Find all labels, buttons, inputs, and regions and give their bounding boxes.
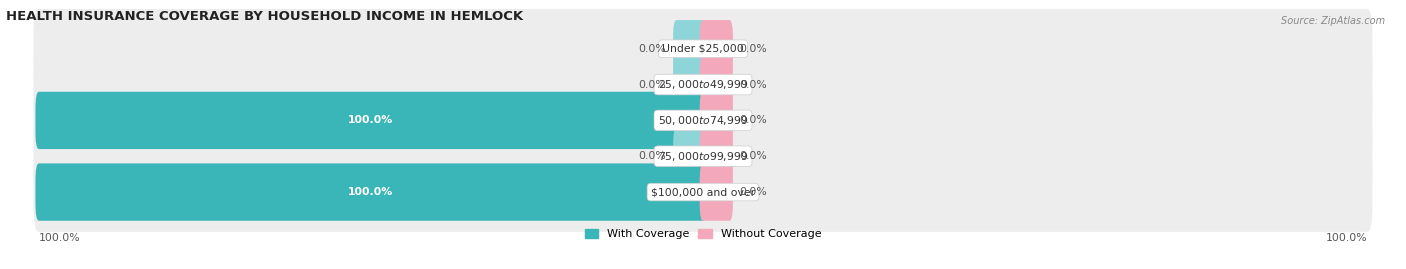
- Text: $75,000 to $99,999: $75,000 to $99,999: [658, 150, 748, 163]
- FancyBboxPatch shape: [673, 20, 706, 77]
- Text: HEALTH INSURANCE COVERAGE BY HOUSEHOLD INCOME IN HEMLOCK: HEALTH INSURANCE COVERAGE BY HOUSEHOLD I…: [6, 10, 523, 23]
- FancyBboxPatch shape: [34, 9, 1372, 89]
- FancyBboxPatch shape: [34, 81, 1372, 160]
- FancyBboxPatch shape: [35, 163, 706, 221]
- Text: 0.0%: 0.0%: [740, 115, 768, 125]
- Legend: With Coverage, Without Coverage: With Coverage, Without Coverage: [581, 225, 825, 244]
- Text: $50,000 to $74,999: $50,000 to $74,999: [658, 114, 748, 127]
- Text: 0.0%: 0.0%: [638, 151, 666, 161]
- Text: $25,000 to $49,999: $25,000 to $49,999: [658, 78, 748, 91]
- Text: $100,000 and over: $100,000 and over: [651, 187, 755, 197]
- Text: 0.0%: 0.0%: [740, 80, 768, 90]
- Text: 0.0%: 0.0%: [638, 44, 666, 54]
- Text: 0.0%: 0.0%: [740, 187, 768, 197]
- FancyBboxPatch shape: [673, 128, 706, 185]
- FancyBboxPatch shape: [35, 92, 706, 149]
- FancyBboxPatch shape: [34, 116, 1372, 196]
- FancyBboxPatch shape: [34, 45, 1372, 124]
- Text: Under $25,000: Under $25,000: [662, 44, 744, 54]
- FancyBboxPatch shape: [673, 56, 706, 113]
- Text: 100.0%: 100.0%: [39, 233, 80, 243]
- Text: 100.0%: 100.0%: [349, 115, 394, 125]
- FancyBboxPatch shape: [34, 152, 1372, 232]
- FancyBboxPatch shape: [700, 92, 733, 149]
- FancyBboxPatch shape: [700, 56, 733, 113]
- Text: Source: ZipAtlas.com: Source: ZipAtlas.com: [1281, 16, 1385, 26]
- Text: 100.0%: 100.0%: [1326, 233, 1367, 243]
- Text: 100.0%: 100.0%: [349, 187, 394, 197]
- FancyBboxPatch shape: [700, 20, 733, 77]
- Text: 0.0%: 0.0%: [740, 44, 768, 54]
- FancyBboxPatch shape: [700, 163, 733, 221]
- FancyBboxPatch shape: [700, 128, 733, 185]
- Text: 0.0%: 0.0%: [638, 80, 666, 90]
- Text: 0.0%: 0.0%: [740, 151, 768, 161]
